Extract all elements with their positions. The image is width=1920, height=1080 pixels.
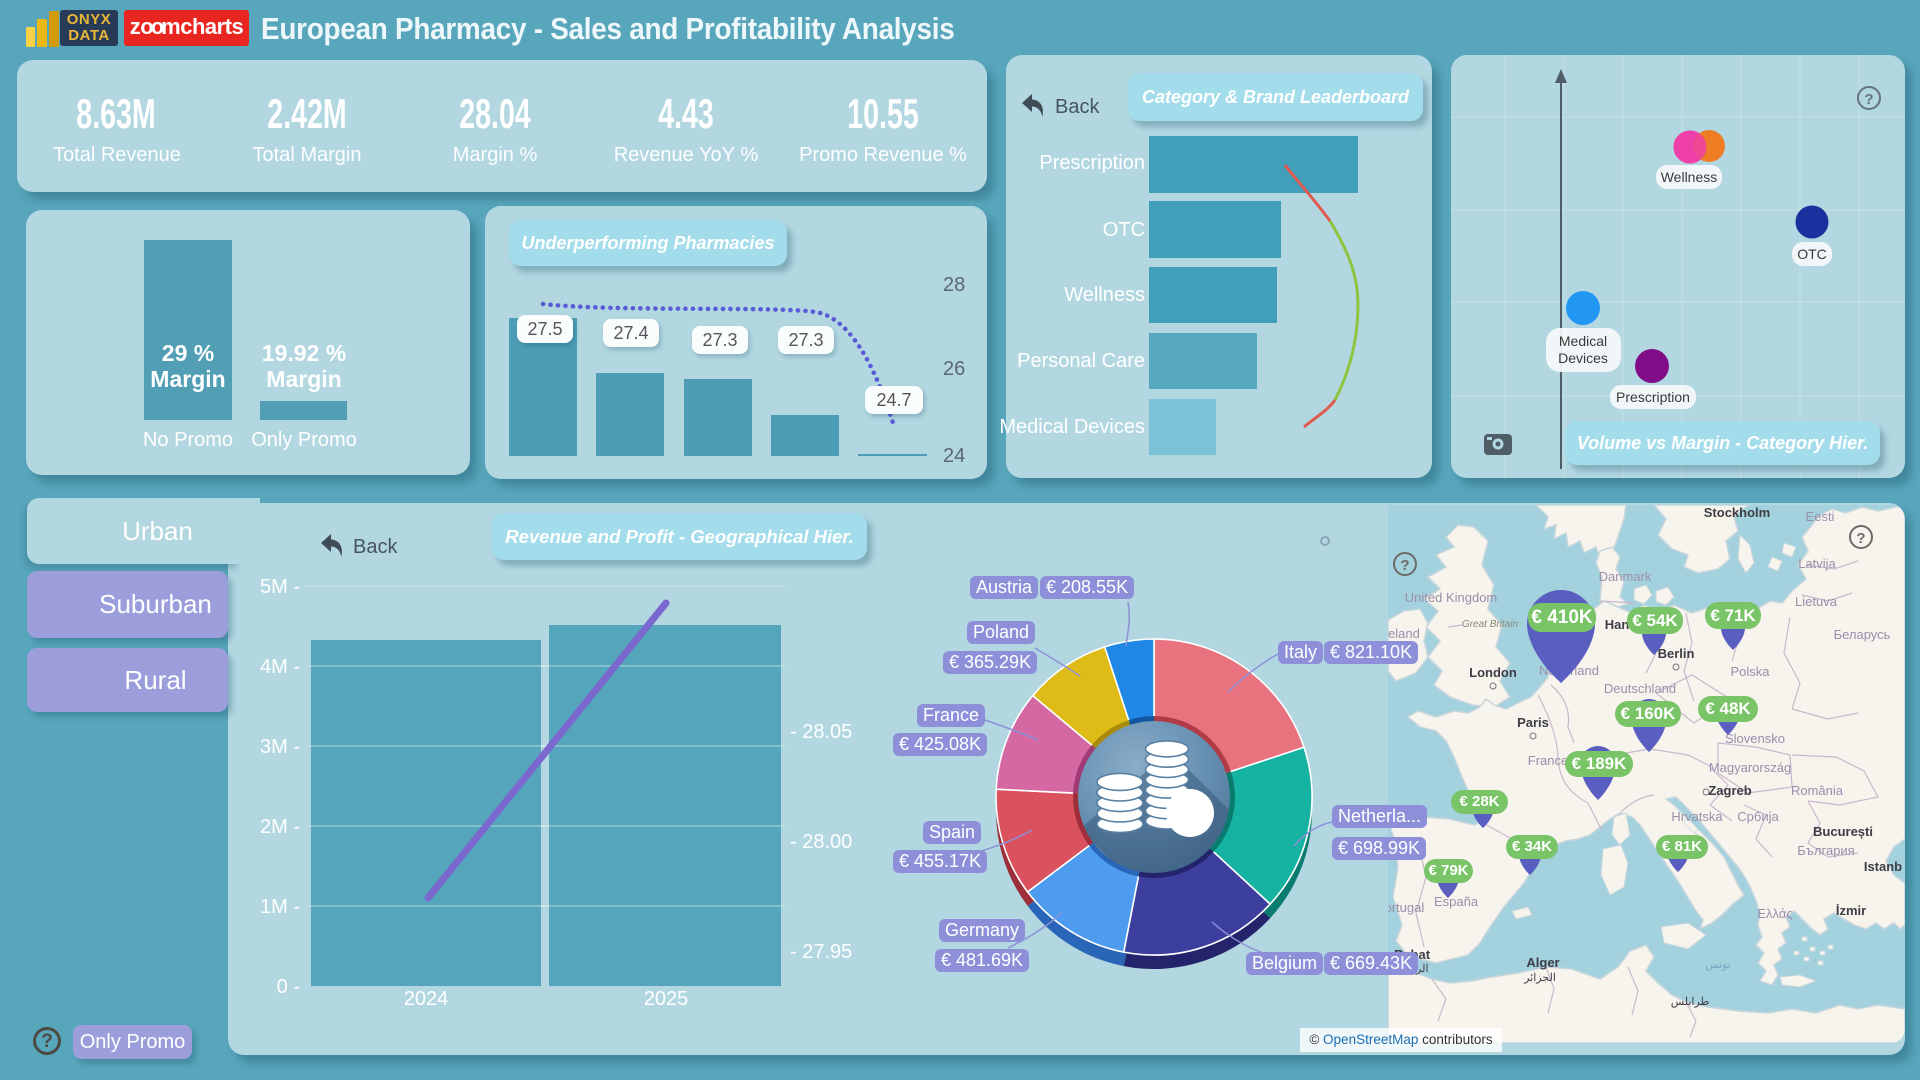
svg-text:Alger: Alger [1526, 955, 1559, 970]
svg-text:Han: Han [1605, 617, 1630, 632]
svg-text:الجزائر: الجزائر [1523, 972, 1556, 984]
svg-text:OTC: OTC [1797, 246, 1827, 262]
svg-text:Eesti: Eesti [1806, 509, 1835, 524]
svg-text:United Kingdom: United Kingdom [1405, 590, 1498, 605]
svg-text:Magyarország: Magyarország [1709, 760, 1791, 775]
svg-text:Devices: Devices [1558, 350, 1608, 366]
svg-text:Istanb: Istanb [1864, 859, 1902, 874]
svg-text:France: France [1528, 753, 1568, 768]
svg-text:България: България [1797, 843, 1854, 858]
svg-text:?: ? [1856, 530, 1865, 547]
svg-text:España: España [1434, 894, 1479, 909]
svg-text:Paris: Paris [1517, 715, 1549, 730]
svg-text:Deutschland: Deutschland [1604, 681, 1676, 696]
svg-text:Ireland: Ireland [1388, 626, 1420, 641]
svg-text:România: România [1791, 783, 1844, 798]
svg-text:Wellness: Wellness [1661, 169, 1718, 185]
svg-text:Lietuva: Lietuva [1795, 594, 1838, 609]
svg-text:Zagreb: Zagreb [1708, 783, 1751, 798]
svg-text:تونس: تونس [1705, 959, 1731, 971]
svg-text:Medical: Medical [1559, 333, 1607, 349]
svg-text:Србија: Србија [1737, 809, 1779, 824]
svg-text:Slovensko: Slovensko [1725, 731, 1785, 746]
svg-text:Hrvatska: Hrvatska [1671, 809, 1723, 824]
svg-text:?: ? [1864, 91, 1873, 108]
svg-text:London: London [1469, 665, 1517, 680]
svg-text:București: București [1813, 824, 1873, 839]
svg-text:İzmir: İzmir [1836, 903, 1866, 918]
svg-text:Беларусь: Беларусь [1834, 627, 1891, 642]
svg-text:Berlin: Berlin [1658, 646, 1695, 661]
svg-text:Stockholm: Stockholm [1704, 505, 1770, 520]
svg-text:Ελλάς: Ελλάς [1757, 906, 1792, 921]
svg-text:Prescription: Prescription [1616, 389, 1690, 405]
svg-text:?: ? [1400, 557, 1409, 574]
svg-text:Latvija: Latvija [1798, 556, 1836, 571]
svg-text:Danmark: Danmark [1599, 569, 1652, 584]
svg-text:Great Britain: Great Britain [1462, 619, 1519, 630]
svg-text:Polska: Polska [1730, 664, 1770, 679]
svg-text:طرابلس: طرابلس [1671, 996, 1710, 1008]
svg-text:Portugal: Portugal [1388, 900, 1424, 915]
